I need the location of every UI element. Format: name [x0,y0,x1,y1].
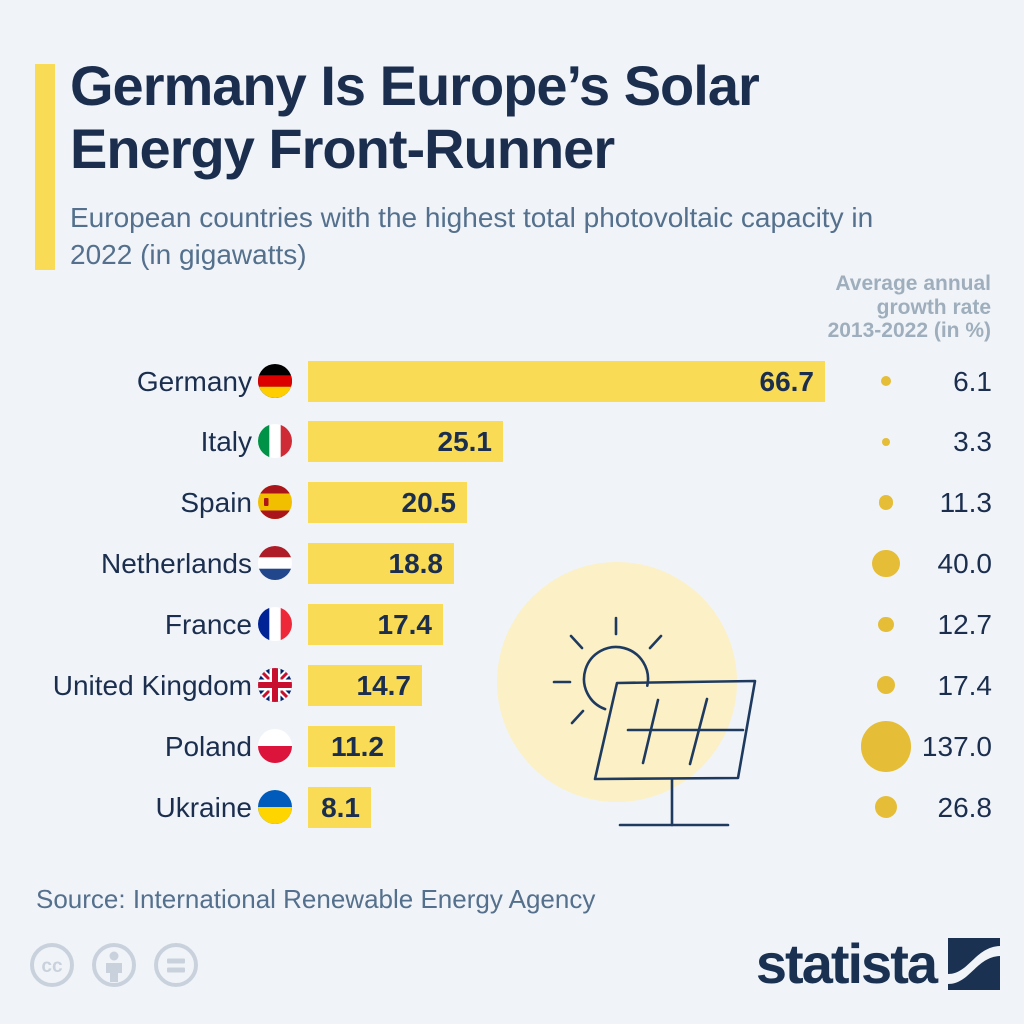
chart-row-gb: United Kingdom 14.7 17.4 [0,655,1024,716]
chart-row-ua: Ukraine 8.1 26.8 [0,777,1024,838]
country-label: Spain [180,487,252,519]
svg-text:cc: cc [41,956,63,977]
chart-row-pl: Poland 11.2 137.0 [0,716,1024,777]
growth-rate-dot [880,375,892,387]
country-label: Poland [164,730,252,762]
sun-solar-panel-icon [497,562,757,827]
capacity-bar: 66.7 [308,360,825,402]
chart-row-it: Italy 25.1 3.3 [0,411,1024,472]
capacity-value: 8.1 [321,791,360,823]
flag-icon-de [258,363,292,398]
growth-rate-dot [860,720,912,772]
title-accent-bar [35,64,55,270]
statista-logo-mark [948,938,1000,990]
flag-icon-nl [258,546,292,581]
capacity-bar: 20.5 [308,482,467,524]
page-title: Germany Is Europe’s Solar Energy Front-R… [70,54,760,180]
growth-rate-value: 26.8 [937,791,993,823]
flag-icon-it [258,424,292,459]
growth-rate-dot [878,616,894,633]
capacity-bar: 14.7 [308,664,422,706]
capacity-bar: 11.2 [308,725,395,767]
chart-row-de: Germany 66.7 6.1 [0,351,1024,412]
by-person-icon [92,943,136,987]
flag-icon-ua [258,789,292,824]
capacity-value: 17.4 [377,608,433,640]
statista-wordmark: statista [755,932,938,995]
statista-logo: statista [756,934,1000,994]
flag-icon-gb [258,667,292,702]
growth-rate-value: 137.0 [921,730,992,762]
nd-equals-icon [154,943,198,987]
capacity-value: 14.7 [356,669,412,701]
chart-row-es: Spain 20.5 11.3 [0,472,1024,533]
growth-rate-value: 12.7 [937,608,993,640]
capacity-bar: 18.8 [308,543,454,585]
growth-rate-dot [872,549,900,578]
growth-rate-dot [876,676,895,695]
country-label: France [164,608,252,640]
growth-rate-value: 40.0 [937,548,993,580]
country-label: Netherlands [101,548,252,580]
growth-rate-column-header: Average annual growth rate 2013-2022 (in… [827,272,991,342]
chart-row-fr: France 17.4 12.7 [0,594,1024,655]
chart-row-nl: Netherlands 18.8 40.0 [0,533,1024,594]
growth-rate-dot [874,795,898,819]
growth-rate-dot [882,437,890,446]
country-label: Germany [136,365,252,397]
license-icons: cc [30,943,198,987]
capacity-bar: 25.1 [308,421,503,463]
capacity-value: 66.7 [759,365,815,397]
growth-rate-dot [878,495,894,510]
capacity-value: 20.5 [401,487,457,519]
capacity-bar: 17.4 [308,603,443,645]
growth-rate-value: 17.4 [937,669,993,701]
capacity-value: 25.1 [437,426,493,458]
country-label: Italy [200,426,252,458]
flag-icon-fr [258,606,292,641]
country-label: Ukraine [155,791,252,823]
capacity-value: 11.2 [331,730,384,762]
capacity-value: 18.8 [388,548,444,580]
country-label: United Kingdom [52,669,252,701]
cc-icon [30,943,74,987]
capacity-bar: 8.1 [308,786,371,828]
flag-icon-es [258,485,292,520]
growth-rate-value: 6.1 [953,365,992,397]
growth-rate-value: 11.3 [939,487,992,519]
growth-rate-value: 3.3 [953,426,992,458]
source-note: Source: International Renewable Energy A… [36,884,596,914]
flag-icon-pl [258,728,292,763]
page-subtitle: European countries with the highest tota… [70,202,874,270]
